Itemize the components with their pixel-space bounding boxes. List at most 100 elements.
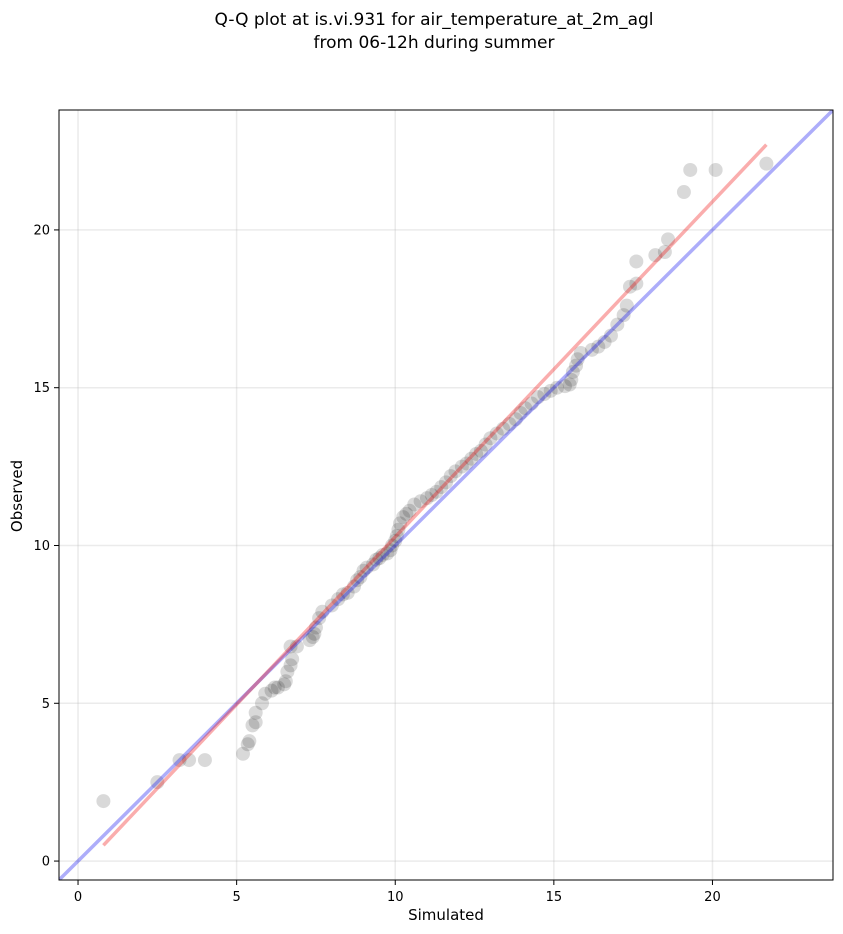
qq-point	[255, 696, 270, 711]
qq-point	[242, 734, 257, 749]
qq-point	[518, 401, 533, 416]
qq-point	[324, 598, 339, 613]
qq-point	[676, 185, 691, 200]
qq-point	[372, 551, 387, 566]
qq-point	[150, 775, 165, 790]
qq-point	[648, 248, 663, 263]
qq-point	[307, 626, 322, 641]
qq-point	[375, 547, 390, 562]
qq-point	[240, 737, 255, 752]
qq-point	[629, 254, 644, 269]
qq-point	[483, 431, 498, 446]
qq-point	[172, 753, 187, 768]
x-tick-label: 15	[546, 890, 563, 905]
qq-point	[283, 658, 298, 673]
qq-point	[565, 364, 580, 379]
qq-point	[591, 339, 606, 354]
qq-point	[564, 372, 579, 387]
y-tick-label: 15	[33, 381, 50, 396]
qq-point	[448, 464, 463, 479]
qq-point	[619, 298, 634, 313]
qq-point	[347, 579, 362, 594]
qq-point	[616, 308, 631, 323]
qq-point	[235, 746, 250, 761]
x-tick-label: 20	[704, 890, 721, 905]
y-axis-label: Observed	[8, 460, 26, 532]
qq-point	[573, 345, 588, 360]
qq-point	[434, 480, 449, 495]
qq-point	[402, 503, 417, 518]
qq-point	[248, 705, 263, 720]
plot-frame	[58, 109, 834, 881]
data-points	[96, 156, 774, 809]
qq-point	[264, 683, 279, 698]
qq-point	[350, 573, 365, 588]
qq-point	[312, 611, 327, 626]
chart-title-line-2: from 06-12h during summer	[314, 33, 555, 53]
qq-point	[524, 396, 539, 411]
qq-point	[530, 390, 545, 405]
qq-point	[537, 387, 552, 402]
qq-point	[369, 552, 384, 567]
qq-point	[454, 459, 469, 474]
qq-point	[557, 379, 572, 394]
qq-point	[335, 587, 350, 602]
y-tick-label: 10	[33, 539, 50, 554]
y-tick-label: 5	[42, 697, 50, 712]
qq-point	[366, 557, 381, 572]
qq-point	[496, 421, 511, 436]
qq-point	[473, 443, 488, 458]
qq-point	[439, 475, 453, 490]
qq-point	[603, 328, 618, 343]
qq-point	[96, 794, 111, 809]
x-tick-label: 0	[74, 890, 82, 905]
qq-point	[543, 383, 558, 398]
qq-point	[502, 416, 517, 431]
qq-point	[708, 162, 723, 177]
qq-point	[562, 377, 577, 392]
qq-point	[383, 543, 398, 558]
qq-point	[331, 592, 346, 607]
qq-point	[657, 245, 672, 260]
grid-lines	[59, 110, 833, 880]
qq-point	[389, 529, 404, 544]
qq-point	[584, 342, 599, 357]
qq-point	[597, 334, 612, 349]
qq-point	[308, 620, 323, 635]
qq-point	[302, 633, 317, 648]
qq-point	[569, 358, 584, 373]
qq-point	[443, 469, 458, 484]
qq-point	[489, 426, 504, 441]
qq-point	[683, 162, 698, 177]
qq-point	[305, 630, 320, 645]
qq-point	[399, 506, 414, 521]
qq-point	[385, 538, 400, 553]
qq-point	[245, 718, 260, 733]
x-tick-label: 5	[232, 890, 240, 905]
y-tick-label: 20	[33, 223, 50, 238]
qq-point	[469, 446, 484, 461]
qq-point	[661, 232, 676, 247]
qq-point	[270, 680, 285, 695]
qq-point	[248, 715, 263, 730]
qq-point	[629, 276, 644, 291]
qq-point	[508, 412, 523, 427]
qq-point	[413, 494, 428, 509]
qq-point	[278, 674, 293, 689]
identity-line	[59, 110, 833, 880]
qq-point	[550, 380, 565, 395]
x-tick-label: 10	[387, 890, 404, 905]
qq-point	[391, 522, 406, 537]
qq-point	[315, 604, 330, 619]
fit-line	[102, 143, 768, 847]
qq-point	[340, 585, 355, 600]
qq-point	[356, 563, 371, 578]
plot-area	[59, 110, 833, 880]
qq-point	[759, 156, 774, 171]
qq-point	[396, 510, 411, 525]
qq-point	[277, 677, 292, 692]
y-tick-label: 0	[42, 855, 50, 870]
qq-point	[267, 680, 282, 695]
y-axis-ticks: 0 5 10 15 20	[33, 223, 59, 870]
